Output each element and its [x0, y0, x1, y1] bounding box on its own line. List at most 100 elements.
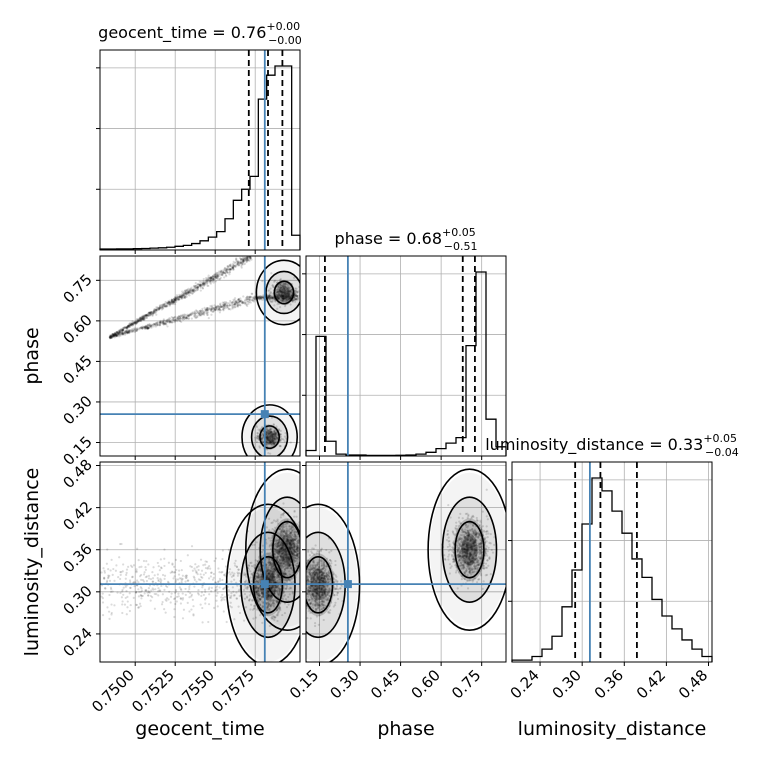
sample-point — [109, 334, 112, 338]
sample-point — [215, 275, 218, 278]
sample-point — [160, 584, 163, 588]
sample-point — [113, 334, 116, 337]
sample-point — [213, 280, 216, 283]
sample-point — [181, 617, 185, 620]
sample-point — [154, 311, 157, 315]
sample-point — [202, 564, 205, 567]
sample-point — [206, 306, 209, 310]
sample-point — [198, 283, 202, 286]
sample-point — [202, 284, 205, 287]
sample-point — [111, 334, 114, 337]
sample-point — [113, 332, 116, 335]
sample-point — [282, 294, 285, 297]
sample-point — [204, 571, 207, 574]
sample-point — [156, 323, 159, 326]
sample-point — [111, 333, 114, 336]
sample-point — [170, 300, 174, 304]
sample-point — [155, 310, 158, 313]
sample-point — [133, 585, 136, 588]
sample-point — [185, 574, 188, 577]
sample-point — [146, 324, 149, 327]
sample-point — [127, 326, 130, 329]
sample-point — [218, 278, 221, 281]
sample-point — [245, 295, 249, 299]
sample-point — [198, 312, 201, 315]
sample-point — [245, 258, 248, 261]
sample-point — [208, 278, 211, 281]
sample-point — [151, 577, 155, 580]
sample-point — [193, 284, 196, 287]
sample-point — [146, 314, 150, 317]
sample-point — [196, 310, 199, 313]
sample-point — [113, 331, 117, 335]
sample-point — [169, 321, 172, 324]
sample-point — [211, 310, 214, 313]
sample-point — [217, 308, 221, 311]
sample-point — [159, 306, 162, 310]
sample-point — [269, 296, 272, 299]
sample-point — [184, 593, 187, 596]
sample-point — [181, 313, 185, 316]
sample-point — [125, 326, 128, 329]
sample-point — [158, 306, 161, 309]
sample-point — [201, 311, 204, 315]
sample-point — [180, 579, 183, 582]
sample-point — [235, 261, 238, 264]
sample-point — [187, 317, 190, 321]
sample-point — [163, 574, 167, 577]
sample-point — [285, 299, 288, 302]
sample-point — [237, 302, 240, 305]
sample-point — [138, 316, 142, 319]
sample-point — [246, 295, 249, 298]
sample-point — [216, 304, 219, 307]
sample-point — [144, 324, 148, 328]
sample-point — [221, 593, 224, 596]
sample-point — [149, 599, 152, 602]
sample-point — [247, 256, 250, 259]
sample-point — [223, 304, 226, 307]
sample-point — [228, 307, 231, 310]
sample-point — [121, 331, 125, 334]
sample-point — [112, 335, 115, 338]
sample-point — [181, 294, 184, 297]
sample-point — [186, 314, 190, 317]
sample-point — [211, 276, 214, 279]
sample-point — [119, 577, 122, 581]
sample-point — [270, 296, 273, 299]
sample-point — [212, 278, 215, 281]
sample-point — [134, 329, 138, 332]
sample-point — [141, 317, 144, 321]
sample-point — [172, 300, 175, 304]
sample-point — [242, 260, 245, 263]
sample-point — [238, 264, 241, 267]
sample-point — [114, 332, 118, 335]
sample-point — [113, 334, 116, 337]
sample-point — [178, 317, 181, 321]
sample-point — [126, 327, 129, 330]
sample-point — [218, 272, 221, 276]
sample-point — [204, 277, 208, 280]
sample-point — [117, 332, 120, 335]
sample-point — [217, 304, 220, 308]
sample-point — [288, 294, 291, 297]
sample-point — [176, 320, 179, 323]
sample-point — [142, 317, 145, 321]
sample-point — [257, 295, 260, 299]
sample-point — [121, 329, 124, 332]
sample-point — [110, 335, 113, 338]
sample-point — [153, 310, 156, 314]
sample-point — [180, 293, 183, 296]
sample-point — [245, 298, 248, 301]
sample-point — [122, 593, 125, 596]
sample-point — [139, 317, 142, 320]
sample-point — [199, 283, 202, 287]
sample-point — [171, 301, 174, 305]
sample-point — [163, 302, 166, 305]
sample-point — [144, 325, 148, 328]
sample-point — [151, 312, 155, 315]
sample-point — [200, 594, 203, 597]
sample-point — [250, 258, 253, 261]
sample-point — [196, 287, 199, 290]
sample-point — [301, 557, 303, 559]
sample-point — [198, 311, 201, 315]
